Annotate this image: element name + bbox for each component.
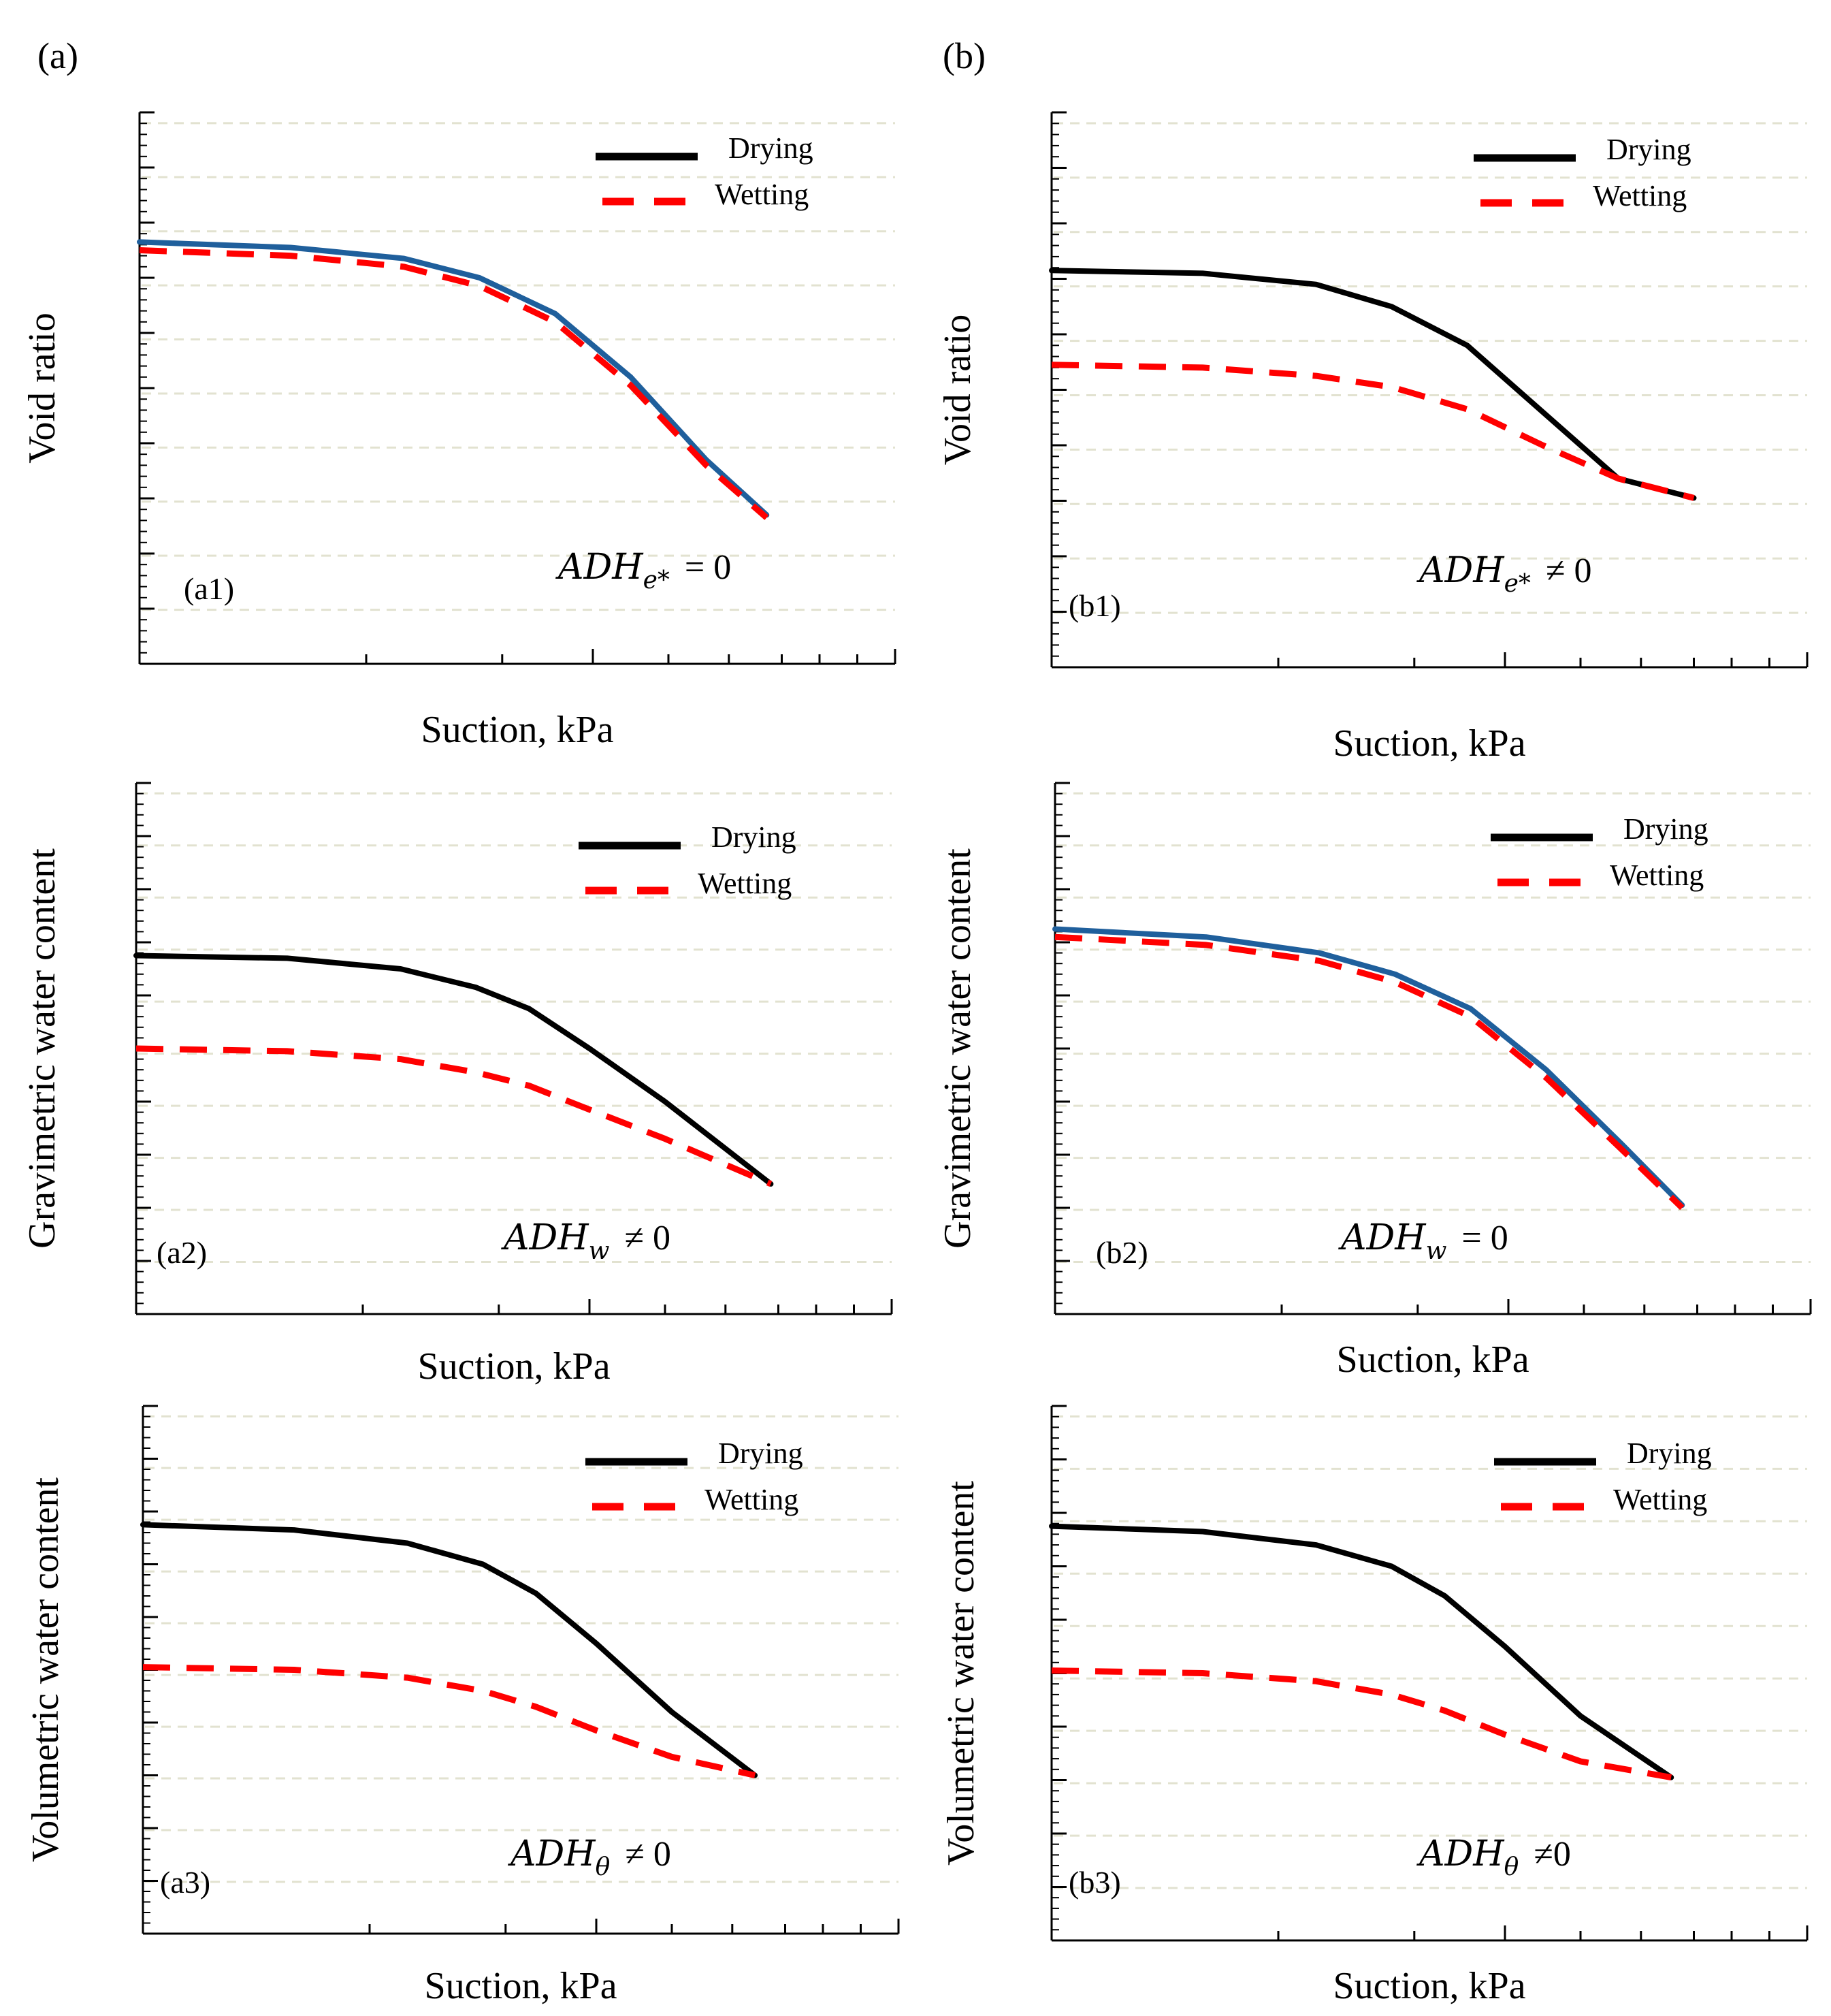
- legend-drying-label: Drying: [728, 131, 813, 165]
- series-drying-line: [1049, 1523, 1674, 1780]
- adh-symbol: ADH: [508, 1834, 596, 1874]
- legend: Drying Wetting: [1474, 133, 1691, 212]
- legend-drying-label: Drying: [1623, 812, 1708, 846]
- x-ticks: [1050, 652, 1809, 667]
- adh-subscript: θ: [596, 1853, 611, 1881]
- adh-annotation: ADHθ ≠0: [1416, 1834, 1571, 1881]
- column-label-a: (a): [37, 35, 78, 76]
- legend-drying-label: Drying: [718, 1437, 803, 1470]
- adh-relation: = 0: [685, 548, 731, 587]
- legend-wetting-label: Wetting: [1610, 859, 1704, 892]
- x-axis-title: Suction, kPa: [1336, 1339, 1529, 1381]
- adh-symbol: ADH: [1338, 1217, 1427, 1258]
- y-axis-title: Void ratio: [937, 315, 979, 465]
- adh-annotation: ADHθ ≠ 0: [508, 1834, 671, 1881]
- x-ticks: [1054, 1299, 1812, 1314]
- x-axis-title: Suction, kPa: [417, 1345, 610, 1388]
- adh-relation: ≠0: [1534, 1835, 1571, 1874]
- x-axis-title: Suction, kPa: [1333, 1965, 1525, 2007]
- series-wetting-line: [142, 1664, 756, 1778]
- x-axis-title: Suction, kPa: [1333, 722, 1525, 765]
- adh-annotation: ADHe* = 0: [555, 547, 731, 594]
- panel-tag: (b3): [1069, 1865, 1121, 1900]
- panel-tag: (b1): [1069, 588, 1121, 623]
- legend: Drying Wetting: [585, 1437, 803, 1516]
- adh-annotation: ADHw = 0: [1338, 1217, 1508, 1265]
- series-wetting-line: [139, 247, 769, 520]
- panel-tag: (a3): [160, 1865, 210, 1900]
- x-ticks: [1050, 1925, 1809, 1940]
- legend-drying-label: Drying: [1627, 1437, 1712, 1470]
- y-axis-title: Volumetric water content: [25, 1477, 67, 1862]
- panel-tag: (a1): [184, 571, 234, 606]
- legend-wetting-label: Wetting: [1593, 179, 1687, 212]
- panel-a1: Drying Wetting (a1) ADHe* = 0 Suction, kPa Voi…: [21, 111, 896, 751]
- adh-symbol: ADH: [1416, 1834, 1505, 1874]
- adh-relation: ≠ 0: [1546, 551, 1592, 590]
- adh-relation: ≠ 0: [624, 1219, 670, 1258]
- series-drying-line: [133, 953, 774, 1187]
- x-axis-title: Suction, kPa: [421, 709, 613, 751]
- adh-relation: ≠ 0: [625, 1835, 671, 1874]
- y-ticks: [140, 111, 155, 665]
- series-drying-line: [1049, 268, 1697, 501]
- x-ticks: [142, 1919, 900, 1934]
- y-ticks: [1052, 1405, 1067, 1942]
- y-ticks: [143, 1405, 158, 1935]
- panel-a3: Drying Wetting (a3) ADHθ ≠ 0 Suction, kPa Volu…: [25, 1405, 900, 2007]
- x-axis-title: Suction, kPa: [424, 1965, 617, 2007]
- y-axis-title: Gravimetric water content: [21, 848, 63, 1249]
- adh-symbol: ADH: [501, 1217, 589, 1258]
- panel-b2: Drying Wetting (b2) ADHw = 0 Suction, kPa Grav…: [937, 782, 1812, 1381]
- adh-symbol: ADH: [1416, 550, 1505, 591]
- legend: Drying Wetting: [1491, 812, 1708, 892]
- series-wetting-line: [135, 1045, 773, 1187]
- panel-b3: Drying Wetting (b3) ADHθ ≠0 Suction, kPa Volum…: [940, 1405, 1809, 2007]
- adh-relation: = 0: [1461, 1219, 1508, 1258]
- y-axis-title: Volumetric water content: [940, 1481, 982, 1866]
- adh-annotation: ADHw ≠ 0: [501, 1217, 670, 1265]
- legend-wetting-label: Wetting: [698, 867, 792, 900]
- series-wetting-line: [1051, 362, 1695, 501]
- series-drying-line: [137, 239, 770, 518]
- adh-annotation: ADHe* ≠ 0: [1416, 550, 1591, 598]
- legend-drying-label: Drying: [711, 820, 796, 854]
- y-ticks: [1052, 111, 1067, 669]
- adh-subscript: w: [589, 1237, 610, 1265]
- panel-tag: (b2): [1096, 1235, 1148, 1270]
- series-drying-line: [140, 1522, 758, 1778]
- panel-a2: Drying Wetting (a2) ADHw ≠ 0 Suction, kPa Grav…: [21, 782, 893, 1388]
- adh-subscript: w: [1426, 1237, 1447, 1265]
- panel-b1: Drying Wetting (b1) ADHe* ≠ 0 Suction, kPa Voi…: [937, 111, 1809, 765]
- legend: Drying Wetting: [1494, 1437, 1712, 1516]
- legend-drying-label: Drying: [1606, 133, 1691, 166]
- adh-subscript: e*: [1504, 570, 1531, 598]
- adh-subscript: θ: [1504, 1853, 1519, 1881]
- y-axis-title: Gravimetric water content: [937, 848, 979, 1249]
- series-drying-line: [1052, 926, 1685, 1209]
- column-label-b: (b): [943, 35, 986, 76]
- x-ticks: [135, 1299, 893, 1314]
- adh-subscript: e*: [643, 566, 670, 594]
- legend-wetting-label: Wetting: [704, 1483, 798, 1516]
- series-wetting-line: [1051, 1667, 1672, 1781]
- legend-wetting-label: Wetting: [1613, 1483, 1707, 1516]
- x-ticks: [138, 649, 896, 664]
- y-axis-title: Void ratio: [21, 313, 63, 463]
- panel-tag: (a2): [157, 1235, 207, 1270]
- series-wetting-line: [1054, 933, 1685, 1211]
- legend: Drying Wetting: [596, 131, 813, 211]
- legend: Drying Wetting: [579, 820, 796, 900]
- y-ticks: [1055, 782, 1070, 1315]
- adh-symbol: ADH: [555, 547, 644, 588]
- legend-wetting-label: Wetting: [715, 178, 809, 211]
